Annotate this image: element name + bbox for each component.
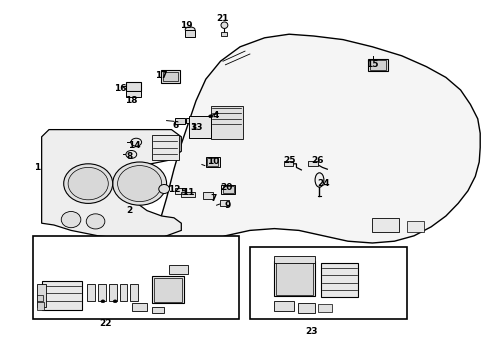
Bar — [276, 262, 313, 295]
Bar — [109, 284, 117, 301]
Bar — [37, 284, 46, 307]
Ellipse shape — [126, 150, 137, 158]
Bar — [368, 59, 388, 71]
Ellipse shape — [68, 167, 108, 200]
Bar — [203, 192, 213, 199]
Text: 1: 1 — [34, 163, 40, 172]
Text: 17: 17 — [155, 71, 168, 80]
Ellipse shape — [113, 162, 167, 205]
Ellipse shape — [118, 166, 162, 202]
Text: 18: 18 — [125, 96, 138, 105]
Text: 13: 13 — [190, 123, 202, 132]
Polygon shape — [42, 130, 181, 239]
Bar — [308, 161, 318, 166]
Bar — [318, 304, 332, 312]
Bar — [189, 116, 211, 138]
Bar — [152, 276, 184, 303]
Bar — [284, 161, 293, 166]
Bar — [206, 157, 220, 167]
Bar — [42, 281, 82, 310]
Text: 9: 9 — [224, 201, 231, 210]
Bar — [126, 91, 141, 97]
Bar — [120, 284, 127, 301]
Text: 25: 25 — [283, 156, 295, 165]
Ellipse shape — [159, 184, 170, 194]
Text: 16: 16 — [114, 84, 126, 93]
Text: 19: 19 — [180, 21, 193, 30]
Bar — [321, 263, 358, 297]
Bar — [186, 118, 195, 123]
Text: 15: 15 — [366, 60, 379, 69]
Bar — [163, 72, 178, 81]
Text: 10: 10 — [207, 157, 220, 166]
Bar — [274, 256, 315, 263]
Text: 8: 8 — [127, 152, 133, 161]
Bar — [372, 218, 399, 232]
Text: 23: 23 — [305, 327, 318, 336]
Text: 14: 14 — [128, 141, 141, 150]
Bar — [175, 188, 185, 194]
Bar — [37, 302, 44, 310]
Bar — [161, 70, 180, 83]
Bar — [298, 303, 315, 313]
Text: 4: 4 — [212, 111, 219, 120]
Bar — [221, 185, 235, 194]
Text: 2: 2 — [127, 206, 133, 215]
Bar — [250, 247, 407, 319]
Ellipse shape — [315, 173, 324, 187]
Text: 22: 22 — [99, 320, 112, 328]
Text: 12: 12 — [168, 184, 180, 194]
Bar — [37, 295, 43, 301]
Ellipse shape — [101, 300, 105, 303]
Bar — [175, 118, 185, 124]
Bar — [87, 284, 95, 301]
Bar — [274, 261, 315, 296]
Bar — [130, 284, 138, 301]
Bar — [185, 30, 195, 37]
Bar — [221, 32, 227, 36]
Bar — [220, 200, 229, 206]
Text: 24: 24 — [317, 179, 330, 188]
Ellipse shape — [86, 214, 105, 229]
Ellipse shape — [61, 211, 81, 228]
Ellipse shape — [221, 22, 228, 28]
Ellipse shape — [131, 138, 142, 146]
Bar — [152, 135, 179, 160]
Bar — [274, 301, 294, 311]
Text: 5: 5 — [181, 188, 187, 197]
Text: 3: 3 — [191, 123, 196, 132]
Bar — [154, 278, 182, 302]
Text: 20: 20 — [220, 183, 233, 192]
Bar — [126, 82, 141, 91]
Bar — [223, 186, 234, 193]
Text: 21: 21 — [217, 14, 229, 23]
Bar — [407, 221, 424, 232]
Bar — [181, 192, 195, 197]
Bar — [370, 60, 386, 70]
Text: 26: 26 — [311, 156, 324, 165]
Ellipse shape — [64, 164, 113, 203]
Text: 7: 7 — [210, 194, 217, 203]
Bar — [132, 303, 147, 311]
Text: 6: 6 — [172, 122, 178, 130]
Bar — [152, 307, 164, 313]
Bar — [33, 236, 239, 319]
Bar — [211, 106, 243, 139]
Bar — [169, 265, 188, 274]
Bar — [207, 158, 218, 166]
Ellipse shape — [113, 300, 117, 303]
Text: 11: 11 — [182, 188, 195, 197]
Polygon shape — [152, 34, 480, 266]
Ellipse shape — [185, 27, 195, 32]
Ellipse shape — [209, 115, 213, 118]
Bar — [98, 284, 106, 301]
